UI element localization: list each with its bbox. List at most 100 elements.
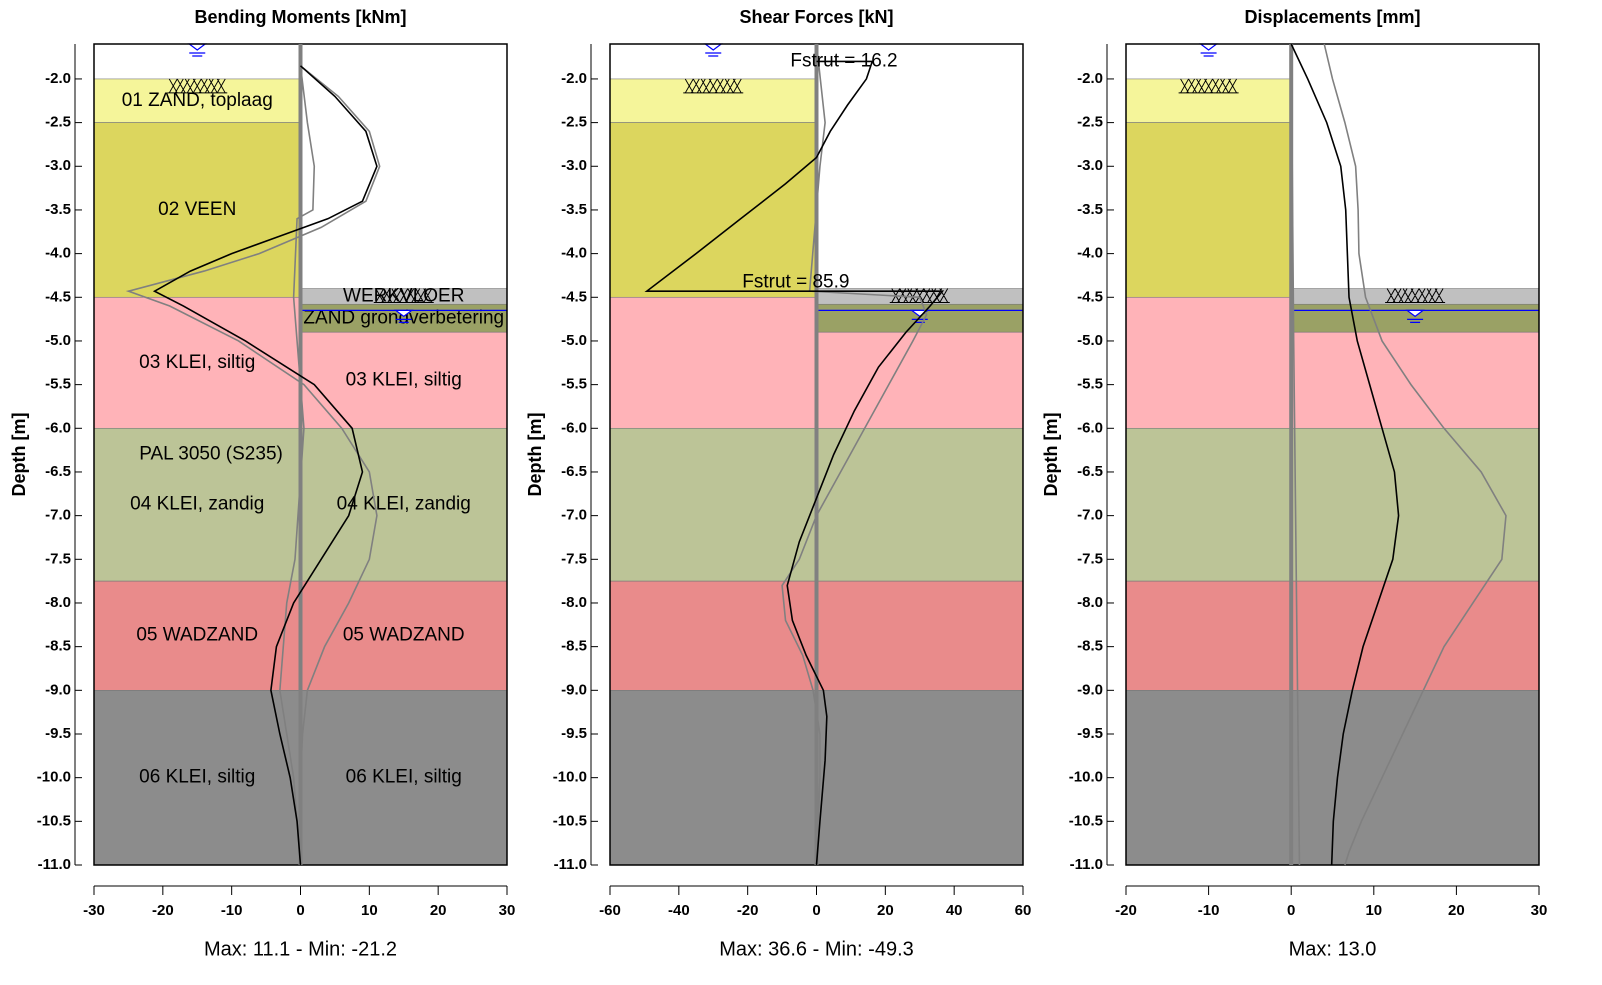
x-tick-label: -10 <box>221 902 243 919</box>
excavation-symbol <box>1385 288 1446 304</box>
x-tick-label: 0 <box>1287 902 1295 919</box>
y-tick-label: -2.0 <box>1077 70 1103 87</box>
chart-footer: Max: 11.1 - Min: -21.2 <box>204 938 397 960</box>
result-line <box>279 65 316 866</box>
soil-layer <box>300 427 508 582</box>
y-tick-label: -4.5 <box>45 288 71 305</box>
excavation-symbol <box>1178 78 1239 94</box>
result-line <box>1290 43 1301 866</box>
x-tick-label: -20 <box>1115 902 1137 919</box>
chart-title: Shear Forces [kN] <box>739 7 893 27</box>
x-tick-label: -60 <box>599 902 621 919</box>
y-tick-label: -6.0 <box>45 419 71 436</box>
y-tick-label: -3.5 <box>45 201 71 218</box>
soil-layer <box>816 331 1024 429</box>
soil-layer <box>1125 580 1292 691</box>
y-tick-label: -9.5 <box>45 725 71 742</box>
y-tick-label: -9.0 <box>45 681 71 698</box>
soil-layer <box>1290 580 1540 691</box>
y-tick-label: -2.5 <box>561 114 587 131</box>
y-tick-label: -7.5 <box>45 550 71 567</box>
y-tick-label: -6.5 <box>561 463 587 480</box>
y-tick-label: -6.0 <box>561 419 587 436</box>
y-tick-label: -4.0 <box>561 245 587 262</box>
x-tick-label: 20 <box>1448 902 1465 919</box>
soil-layer <box>1290 690 1540 866</box>
y-tick-label: -9.5 <box>561 725 587 742</box>
result-line <box>152 65 378 866</box>
soil-layer <box>1290 331 1540 429</box>
soil-label: 06 KLEI, siltig <box>346 767 462 788</box>
x-tick-label: 30 <box>1531 902 1548 919</box>
soil-layer <box>609 296 817 429</box>
y-tick-label: -6.5 <box>1077 463 1103 480</box>
annotation: Fstrut = 85.9 <box>742 271 849 292</box>
soil-layer <box>609 122 817 298</box>
soil-layer <box>816 427 1024 582</box>
chart-footer: Max: 13.0 <box>1289 938 1377 960</box>
y-tick-label: -5.5 <box>45 376 71 393</box>
x-tick-label: 20 <box>877 902 894 919</box>
soil-layer <box>93 690 301 866</box>
y-tick-label: -10.5 <box>1069 812 1103 829</box>
y-tick-label: -8.5 <box>45 638 71 655</box>
y-tick-label: -8.0 <box>561 594 587 611</box>
y-tick-label: -8.0 <box>1077 594 1103 611</box>
soil-label: 03 KLEI, siltig <box>139 352 255 373</box>
soil-layer <box>1290 303 1540 333</box>
chart-title: Bending Moments [kNm] <box>194 7 406 27</box>
y-tick-label: -10.5 <box>37 812 71 829</box>
y-tick-label: -5.0 <box>1077 332 1103 349</box>
y-tick-label: -4.5 <box>1077 288 1103 305</box>
y-tick-label: -9.0 <box>561 681 587 698</box>
water-symbol <box>187 43 208 57</box>
y-axis-label: Depth [m] <box>9 413 29 497</box>
x-tick-label: 0 <box>296 902 304 919</box>
y-tick-label: -2.5 <box>1077 114 1103 131</box>
y-tick-label: -3.5 <box>561 201 587 218</box>
y-tick-label: -2.0 <box>561 70 587 87</box>
y-tick-label: -8.5 <box>1077 638 1103 655</box>
y-tick-label: -2.0 <box>45 70 71 87</box>
y-tick-label: -3.0 <box>1077 157 1103 174</box>
water-symbol <box>1405 309 1425 323</box>
soil-layer <box>1290 427 1540 582</box>
result-line <box>1323 43 1507 866</box>
y-tick-label: -5.0 <box>561 332 587 349</box>
chart-footer: Max: 36.6 - Min: -49.3 <box>719 938 914 960</box>
y-tick-label: -11.0 <box>38 856 71 873</box>
annotation: PAL 3050 (S235) <box>139 444 283 465</box>
soil-label: 06 KLEI, siltig <box>139 767 255 788</box>
soil-layer <box>93 427 301 582</box>
excavation-symbol <box>683 78 744 94</box>
soil-label: 01 ZAND, toplaag <box>122 90 273 111</box>
y-axis-label: Depth [m] <box>525 413 545 497</box>
soil-layer <box>93 580 301 691</box>
y-tick-label: -7.5 <box>1077 550 1103 567</box>
x-tick-label: -30 <box>83 902 105 919</box>
x-tick-label: -10 <box>1198 902 1220 919</box>
water-symbol <box>393 309 414 323</box>
y-tick-label: -8.5 <box>561 638 587 655</box>
excavation-symbol <box>373 288 434 304</box>
x-tick-label: -40 <box>668 902 690 919</box>
soil-layer <box>609 427 817 582</box>
y-tick-label: -7.5 <box>561 550 587 567</box>
y-tick-label: -8.0 <box>45 594 71 611</box>
y-tick-label: -9.0 <box>1077 681 1103 698</box>
y-tick-label: -11.0 <box>1070 856 1103 873</box>
soil-layer <box>816 690 1024 866</box>
plot-frame <box>1125 43 1540 866</box>
soil-layer <box>1125 690 1292 866</box>
y-tick-label: -4.0 <box>45 245 71 262</box>
y-tick-label: -10.5 <box>553 812 587 829</box>
y-tick-label: -6.0 <box>1077 419 1103 436</box>
x-tick-label: 30 <box>499 902 516 919</box>
soil-layer <box>300 580 508 691</box>
y-tick-label: -7.0 <box>45 507 71 524</box>
y-tick-label: -4.0 <box>1077 245 1103 262</box>
y-axis-label: Depth [m] <box>1041 413 1061 497</box>
soil-layer <box>816 580 1024 691</box>
